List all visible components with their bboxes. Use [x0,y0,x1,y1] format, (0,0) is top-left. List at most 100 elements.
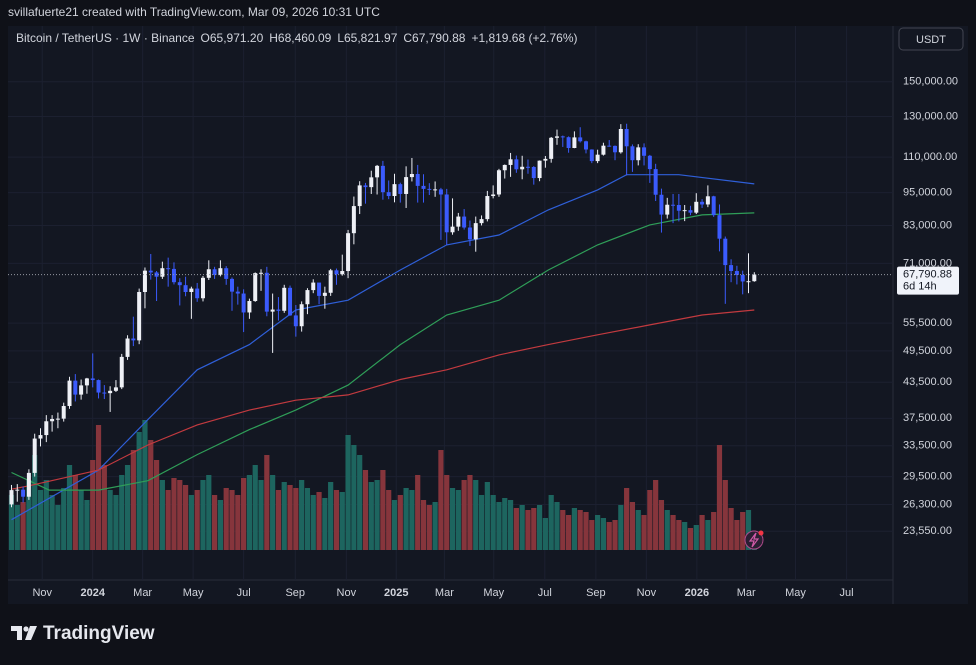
volume-bar [171,478,177,550]
candle-body [113,387,118,391]
volume-bar [513,508,519,550]
volume-bar [66,465,73,550]
candle-body [160,268,165,277]
candle-body [293,315,298,327]
volume-bar [380,470,386,550]
candle-body [288,287,293,316]
candle-body [264,272,269,312]
ohlc-value: H68,460.09 [269,31,331,45]
candle-body [700,201,705,205]
volume-bar [525,510,531,550]
volume-bar [420,500,427,550]
volume-bar [664,510,670,550]
y-tick-label: 71,000.00 [903,257,952,269]
candles [9,123,757,508]
alert-icon[interactable] [744,530,764,550]
volume-bar [241,478,247,550]
volume-bar [705,520,711,550]
candle-body [444,194,449,233]
y-tick-label: 55,500.00 [903,317,952,329]
volume-bar [72,475,78,550]
y-tick-label: 83,000.00 [903,219,952,231]
candle-body [148,270,153,273]
volume-bar [223,488,229,550]
y-tick-label: 130,000.00 [903,110,958,122]
volume-bar [20,502,26,550]
volume-bar [316,492,322,550]
volume-bar [542,518,548,550]
candle-body [276,309,281,311]
candle-body [578,137,583,142]
candle-body [15,489,20,491]
candle-body [508,159,513,165]
currency-button[interactable] [898,27,964,51]
volume-bar [258,480,264,550]
volume-bar [252,465,258,550]
x-tick-label: 2026 [685,587,709,599]
volume-bar [531,508,537,550]
volume-bar [368,482,374,550]
candle-body [404,177,409,194]
volume-bar [386,490,392,550]
candle-body [624,128,629,147]
volume-bar [101,465,107,550]
candle-body [224,268,229,279]
candle-body [351,206,356,234]
candle-body [322,292,327,296]
candle-body [247,301,252,313]
candle-body [166,268,171,270]
volume-bar [519,505,525,550]
candle-body [566,137,571,149]
candle-body [554,136,559,138]
volume-bar [554,502,560,550]
candle-body [67,380,72,407]
candle-body [421,185,426,189]
logo-mark [11,626,22,640]
candle-body [433,189,438,191]
candle-body [595,154,600,162]
candle-body [717,215,722,239]
volume-bar [687,528,694,550]
last-price-box [897,266,959,295]
candle-body [456,216,461,227]
volume-bar [177,480,183,550]
currency[interactable]: USDT [916,34,946,46]
candle-body [537,160,542,179]
logo-slash [25,626,37,640]
volume-bar [624,488,630,550]
y-tick-label: 37,500.00 [903,412,952,424]
candle-body [183,285,188,293]
candle-body [108,390,113,394]
candle-body [746,281,751,283]
candle-body [119,356,124,388]
candle-body [688,210,693,213]
volume-bar [188,495,194,550]
volume-bar [95,425,102,550]
x-tick-label: May [483,587,504,599]
candle-body [26,472,31,497]
volume-bar [699,515,705,550]
candle-body [636,147,641,161]
candle-body [131,338,136,341]
volume-bar [362,470,369,550]
candle-body [392,184,397,197]
volume-bar [333,490,340,550]
candle-body [531,167,536,179]
candle-body [189,288,194,293]
candle-body [305,290,310,305]
alert-dot [758,530,764,536]
volume-bar [270,475,276,550]
candle-body [259,272,264,274]
x-tick-label: 2025 [384,587,408,599]
credit: svillafuerte21 created with TradingView.… [8,5,380,19]
candle-body [467,227,472,240]
candle-body [485,196,490,220]
candle-body [102,392,107,394]
candle-body [55,418,60,420]
volume-bar [107,490,113,550]
volume-bar [676,520,682,550]
volume-bar [55,505,61,550]
volume-bar [595,515,601,550]
y-tick-label: 33,500.00 [903,440,952,452]
candle-body [427,188,432,190]
